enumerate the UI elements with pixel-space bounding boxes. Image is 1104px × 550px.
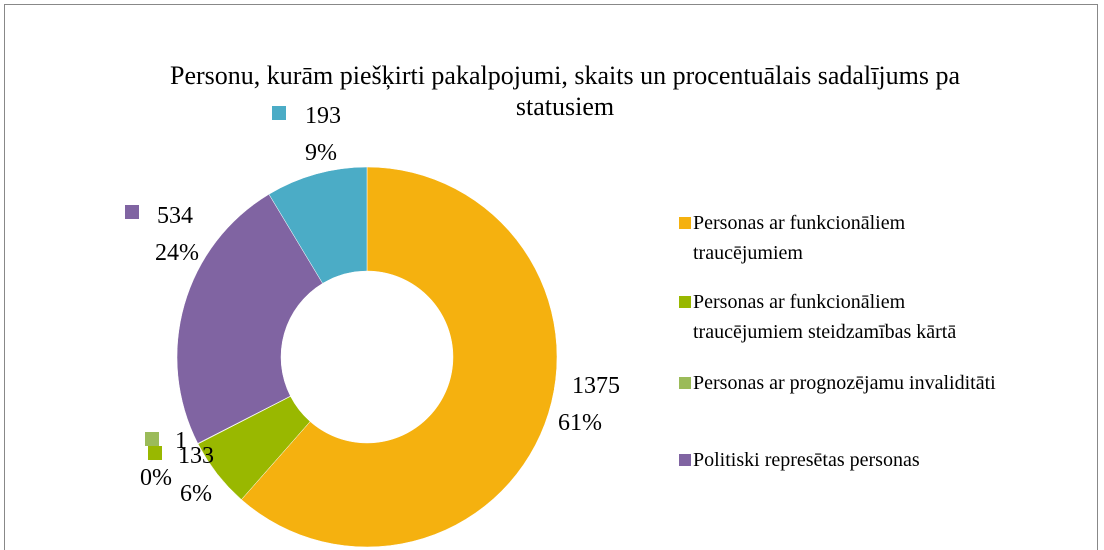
legend-label: Personas ar funkcionāliem traucējumiem s… bbox=[693, 291, 957, 343]
data-label: 1 bbox=[175, 428, 187, 454]
legend-item: Personas ar prognozējamu invaliditāti bbox=[679, 368, 1093, 398]
chart-title: Personu, kurām piešķirti pakalpojumi, sk… bbox=[170, 61, 960, 121]
percent-label: 6% bbox=[180, 481, 212, 507]
frame bbox=[4, 4, 1098, 550]
label-swatch bbox=[540, 376, 554, 390]
legend-swatch bbox=[679, 377, 691, 389]
legend-label: Politiski represētas personas bbox=[693, 449, 920, 471]
percent-label: 24% bbox=[155, 240, 199, 266]
label-swatch bbox=[272, 106, 286, 120]
slice bbox=[176, 193, 323, 444]
data-label: 534 bbox=[157, 203, 193, 229]
legend-item: Personas ar funkcionāliem traucējumiem s… bbox=[679, 287, 1003, 347]
slice bbox=[268, 166, 368, 284]
legend-item: Personas ar funkcionāliem traucējumiem bbox=[679, 208, 1003, 268]
label-swatch bbox=[148, 446, 162, 460]
legend-swatch bbox=[679, 296, 691, 308]
legend-label: Personas ar prognozējamu invaliditāti bbox=[693, 372, 996, 394]
label-swatch bbox=[145, 432, 159, 446]
label-swatch bbox=[125, 205, 139, 219]
data-label: 1375 bbox=[572, 373, 620, 399]
legend-swatch bbox=[679, 217, 691, 229]
legend-label: Personas ar funkcionāliem traucējumiem bbox=[693, 212, 906, 264]
percent-label: 0% bbox=[140, 465, 172, 491]
percent-label: 61% bbox=[558, 410, 602, 436]
percent-label: 9% bbox=[305, 140, 337, 166]
legend-item: Politiski represētas personas bbox=[679, 445, 1093, 475]
slice bbox=[241, 166, 558, 548]
legend-swatch bbox=[679, 454, 691, 466]
data-label: 133 bbox=[178, 443, 214, 469]
data-label: 193 bbox=[305, 103, 341, 129]
